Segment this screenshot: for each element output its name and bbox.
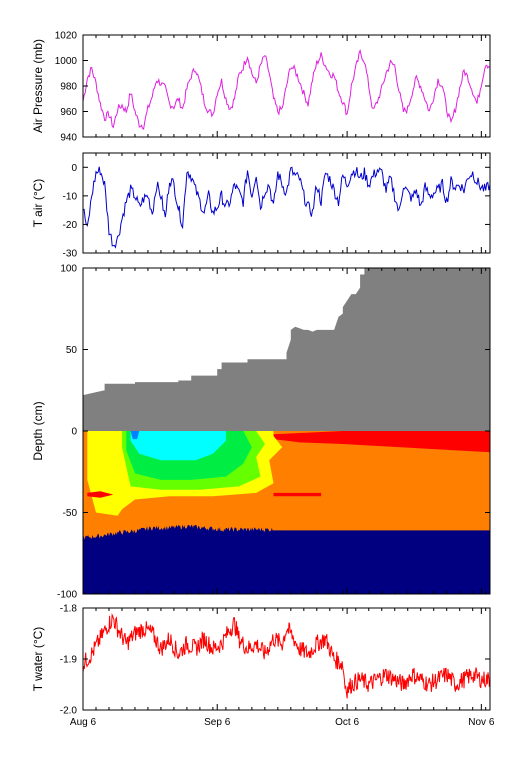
x-tick-label: Sep 6 (204, 717, 231, 728)
date-axis-labels: Aug 6 Sep 6 Oct 6 Nov 6 (70, 717, 495, 728)
air-temp-frame (82, 152, 491, 254)
air-temp-axis-title: T air (°C) (31, 179, 45, 228)
y-tick-label: -30 (63, 249, 78, 260)
pressure-series-line (83, 48, 490, 130)
air-temp-x-ticks (82, 153, 487, 253)
y-tick-label: -1.8 (60, 604, 78, 615)
y-tick-label: 940 (60, 133, 77, 144)
y-tick-label: 0 (71, 163, 77, 174)
y-tick-label: -2.0 (60, 706, 78, 717)
y-tick-label: 50 (66, 345, 78, 356)
water-temp-x-ticks (82, 608, 487, 710)
air-temp-panel: -30 -20 -10 0 T air (°C) (31, 152, 491, 260)
x-tick-label: Nov 6 (468, 717, 495, 728)
ice-red-streak-2 (273, 492, 322, 497)
y-tick-label: 1020 (55, 31, 78, 42)
water-temp-frame (82, 607, 491, 711)
x-tick-label: Aug 6 (70, 717, 97, 728)
y-tick-label: 1000 (55, 56, 78, 67)
water-temp-panel: -2.0 -1.9 -1.8 Aug 6 Sep 6 Oct 6 Nov 6 T wate… (31, 604, 495, 729)
y-tick-label: 0 (71, 427, 77, 438)
water-temp-series-line (83, 613, 490, 699)
pressure-axis-title: Air Pressure (mb) (31, 39, 45, 133)
ice-bottom-area (83, 524, 490, 594)
depth-panel: -100 -50 0 50 100 Depth (cm) (31, 264, 491, 601)
water-temp-y-ticks: -2.0 -1.9 -1.8 (60, 604, 490, 717)
y-tick-label: 100 (60, 264, 77, 275)
y-tick-label: -20 (63, 220, 78, 231)
x-tick-label: Oct 6 (335, 717, 359, 728)
depth-x-ticks (82, 268, 487, 594)
y-tick-label: -10 (63, 191, 78, 202)
depth-heatmap (83, 268, 490, 594)
pressure-x-ticks (82, 35, 487, 137)
pressure-panel: 940 960 980 1000 1020 Air Pressure (mb) (31, 31, 491, 144)
y-tick-label: 980 (60, 82, 77, 93)
y-tick-label: -100 (57, 590, 77, 601)
snow-area (83, 268, 490, 431)
air-temp-series-line (83, 166, 490, 249)
ice-cyan-region (130, 431, 226, 461)
ice-red-wedge (273, 431, 490, 453)
y-tick-label: 960 (60, 107, 77, 118)
air-temp-y-ticks: -30 -20 -10 0 (63, 163, 490, 260)
depth-axis-title: Depth (cm) (31, 401, 45, 460)
water-temp-axis-title: T water (°C) (31, 627, 45, 692)
y-tick-label: -1.9 (60, 655, 78, 666)
y-tick-label: -50 (63, 508, 78, 519)
ice-blue-spot (130, 431, 140, 440)
ice-red-streak (87, 491, 114, 498)
